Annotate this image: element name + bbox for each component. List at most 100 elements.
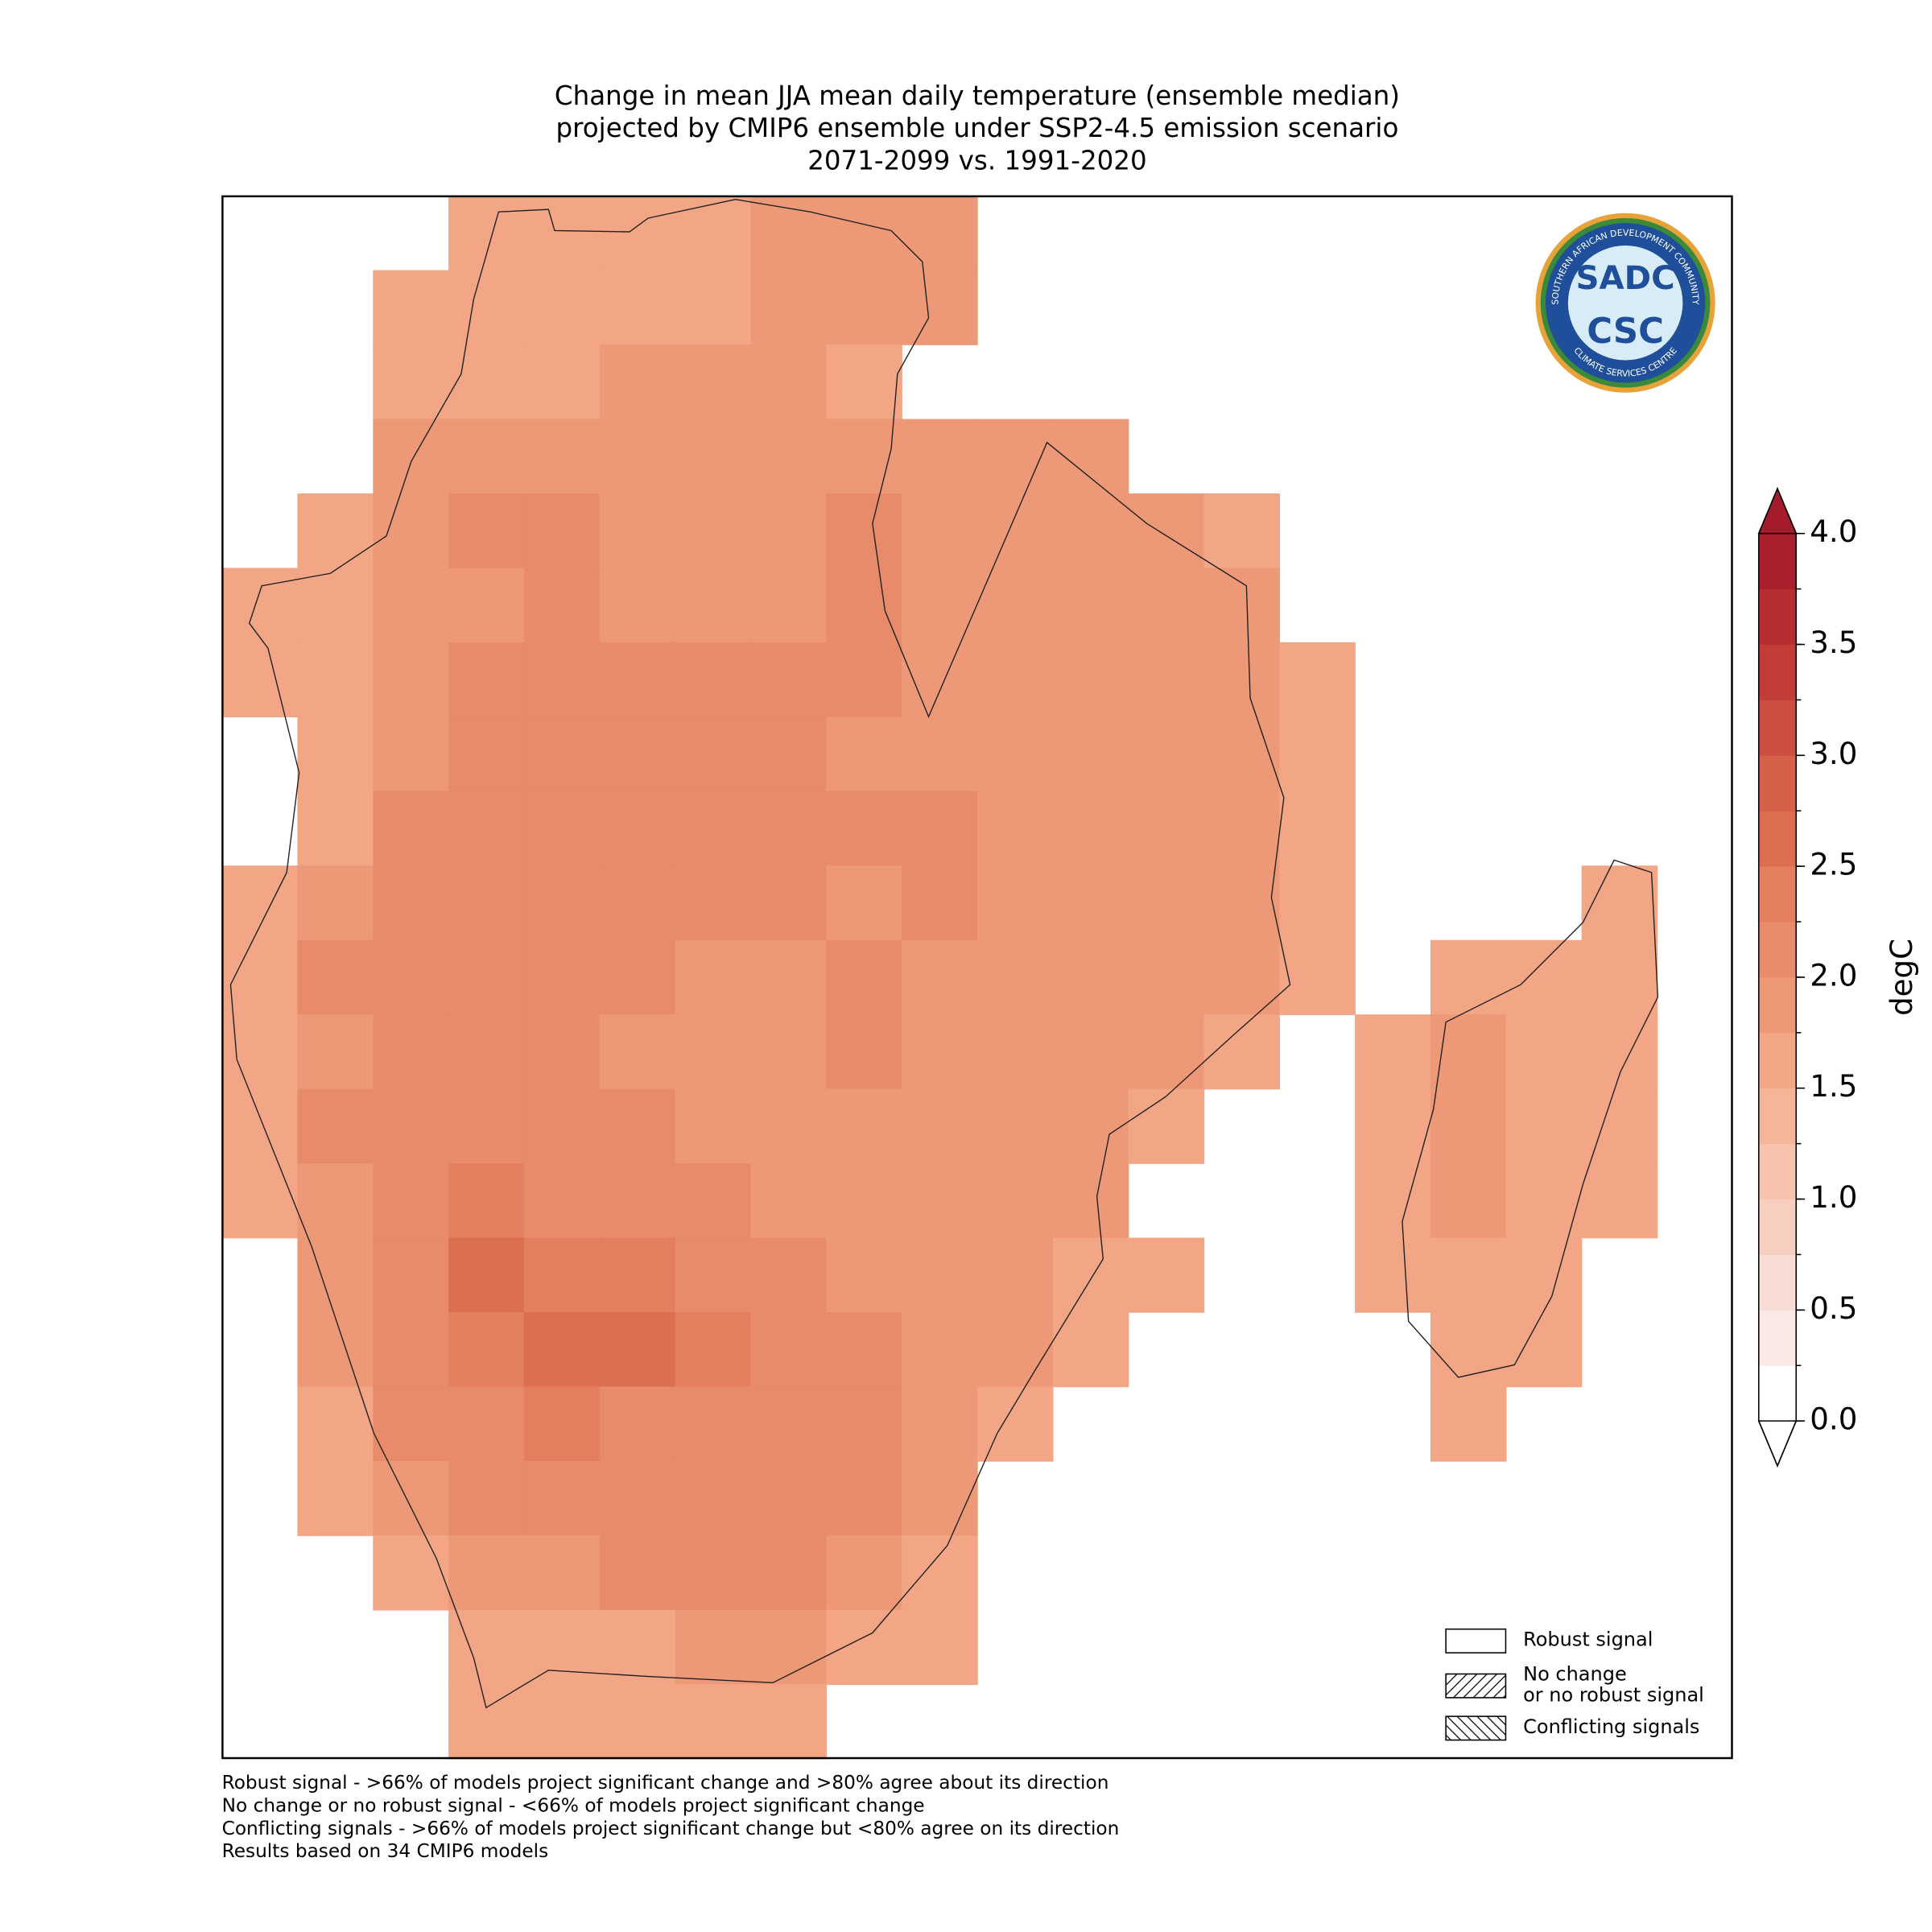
grid-cell bbox=[599, 1163, 676, 1239]
grid-cell bbox=[750, 1088, 828, 1164]
grid-cell bbox=[297, 1460, 374, 1537]
grid-cell bbox=[750, 1386, 828, 1462]
grid-cell bbox=[523, 1609, 601, 1686]
grid-cell bbox=[599, 791, 676, 867]
grid-cell bbox=[297, 865, 374, 941]
grid-cell bbox=[599, 939, 676, 1015]
grid-cell bbox=[1052, 419, 1129, 494]
grid-cell bbox=[297, 642, 374, 718]
grid-cell bbox=[297, 1014, 374, 1090]
grid-cell bbox=[750, 419, 828, 494]
colorbar-bin bbox=[1758, 533, 1797, 590]
grid-cell bbox=[448, 568, 525, 643]
grid-cell bbox=[1430, 1088, 1507, 1164]
grid-cell bbox=[599, 419, 676, 494]
grid-cell bbox=[1128, 939, 1205, 1015]
grid-cell bbox=[373, 716, 449, 792]
legend-label: Robust signal bbox=[1523, 1629, 1653, 1651]
grid-cell bbox=[523, 1684, 601, 1760]
grid-cell bbox=[902, 865, 978, 941]
grid-cell bbox=[448, 196, 525, 271]
grid-cell bbox=[1355, 1014, 1431, 1090]
grid-cell bbox=[221, 642, 299, 718]
colorbar-tick-label: 2.5 bbox=[1810, 848, 1857, 882]
grid-cell bbox=[976, 1386, 1054, 1462]
grid-cell bbox=[750, 865, 828, 941]
grid-cell bbox=[826, 1386, 902, 1462]
grid-cell bbox=[675, 1535, 752, 1611]
grid-cell bbox=[373, 568, 449, 643]
legend-label: or no robust signal bbox=[1523, 1684, 1704, 1707]
map-grid bbox=[221, 196, 1658, 1760]
coastline bbox=[1402, 859, 1659, 1378]
grid-cell bbox=[448, 1312, 525, 1388]
grid-cell bbox=[1052, 791, 1129, 867]
grid-cell bbox=[448, 939, 525, 1015]
grid-cell bbox=[826, 716, 902, 792]
grid-cell bbox=[750, 1609, 828, 1686]
legend-swatch bbox=[1445, 1673, 1507, 1699]
grid-cell bbox=[448, 1386, 525, 1462]
logo-text: SADC bbox=[1576, 260, 1675, 297]
grid-cell bbox=[1203, 642, 1281, 718]
grid-cell bbox=[976, 1014, 1054, 1090]
grid-cell bbox=[523, 345, 601, 420]
grid-cell bbox=[902, 1609, 978, 1686]
grid-cell bbox=[902, 1460, 978, 1537]
grid-cell bbox=[675, 1312, 752, 1388]
colorbar-bin bbox=[1758, 755, 1797, 811]
grid-cell bbox=[976, 419, 1054, 494]
grid-cell bbox=[373, 865, 449, 941]
grid-cell bbox=[675, 568, 752, 643]
grid-cell bbox=[373, 345, 449, 420]
grid-cell bbox=[1052, 568, 1129, 643]
grid-cell bbox=[1052, 1312, 1129, 1388]
grid-cell bbox=[826, 1460, 902, 1537]
grid-cell bbox=[448, 493, 525, 569]
grid-cell bbox=[976, 716, 1054, 792]
grid-cell bbox=[1128, 716, 1205, 792]
grid-cell bbox=[523, 1237, 601, 1313]
grid-cell bbox=[523, 196, 601, 271]
grid-cell bbox=[599, 865, 676, 941]
grid-cell bbox=[599, 1014, 676, 1090]
grid-cell bbox=[373, 1237, 449, 1313]
grid-cell bbox=[675, 939, 752, 1015]
grid-cell bbox=[902, 568, 978, 643]
grid-cell bbox=[750, 1535, 828, 1611]
grid-cell bbox=[448, 716, 525, 792]
grid-cell bbox=[826, 196, 902, 271]
grid-cell bbox=[902, 196, 978, 271]
grid-cell bbox=[826, 1163, 902, 1239]
grid-cell bbox=[221, 865, 299, 941]
grid-cell bbox=[599, 1609, 676, 1686]
colorbar-bin bbox=[1758, 588, 1797, 645]
grid-cell bbox=[1128, 493, 1205, 569]
grid-cell bbox=[1430, 1014, 1507, 1090]
grid-cell bbox=[1128, 1237, 1205, 1313]
grid-cell bbox=[1203, 791, 1281, 867]
grid-cell bbox=[826, 270, 902, 345]
grid-cell bbox=[448, 1014, 525, 1090]
grid-cell bbox=[599, 270, 676, 345]
grid-cell bbox=[1505, 1014, 1583, 1090]
colorbar-bin bbox=[1758, 866, 1797, 923]
colorbar-bin bbox=[1758, 1143, 1797, 1200]
grid-cell bbox=[297, 1237, 374, 1313]
grid-cell bbox=[373, 1460, 449, 1537]
grid-cell bbox=[448, 1163, 525, 1239]
grid-cell bbox=[750, 345, 828, 420]
colorbar-bin bbox=[1758, 1310, 1797, 1366]
grid-cell bbox=[599, 196, 676, 271]
grid-cell bbox=[523, 642, 601, 718]
grid-cell bbox=[750, 1460, 828, 1537]
grid-cell bbox=[1279, 791, 1356, 867]
grid-cell bbox=[523, 493, 601, 569]
grid-cell bbox=[448, 1535, 525, 1611]
title: Change in mean JJA mean daily temperatur… bbox=[555, 80, 1400, 176]
grid-cell bbox=[826, 642, 902, 718]
grid-cell bbox=[902, 939, 978, 1015]
colorbar-tick-label: 1.5 bbox=[1810, 1069, 1857, 1104]
grid-cell bbox=[599, 642, 676, 718]
